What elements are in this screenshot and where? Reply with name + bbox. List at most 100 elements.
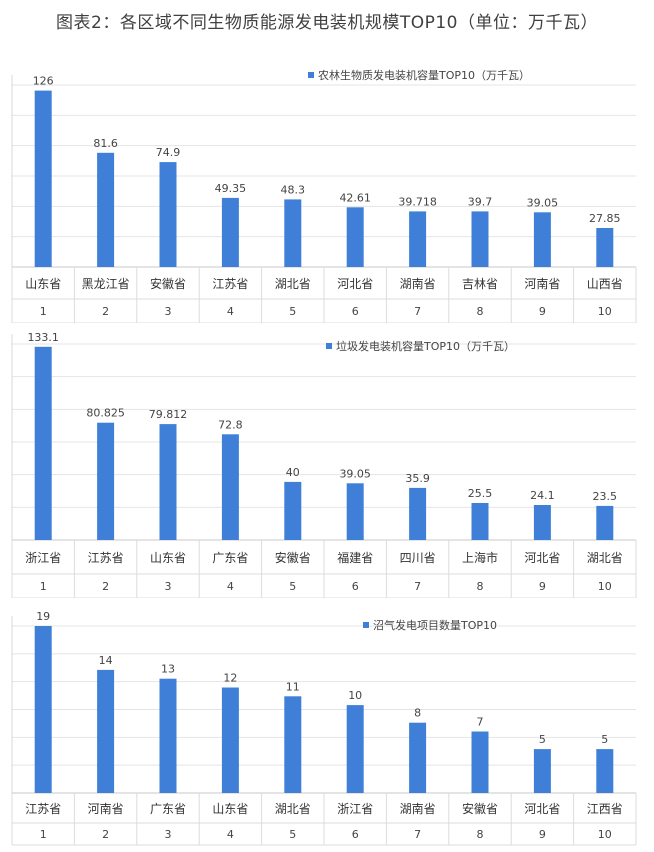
data-label: 40	[286, 466, 300, 479]
category-label: 浙江省	[25, 551, 61, 565]
legend-label: 农林生物质发电装机容量TOP10（万千瓦）	[318, 68, 530, 82]
biogas-projects-chart: 19 江苏省 1 14 河南省 2 13 广东省 3 12 山东省 4 11 湖北省 5 10 浙江省 6 8 湖南省…	[11, 610, 637, 846]
rank-label: 9	[539, 305, 546, 318]
category-label: 广东省	[212, 551, 248, 565]
category-label: 湖北省	[275, 801, 311, 816]
bar	[409, 487, 427, 540]
category-label: 广东省	[150, 802, 186, 816]
category-table	[11, 266, 637, 323]
bar	[284, 696, 302, 793]
category-label: 安徽省	[150, 276, 186, 291]
bar	[596, 228, 614, 267]
bar	[471, 211, 489, 267]
waste-power-chart: 133.1 浙江省 1 80.825 江苏省 2 79.812 山东省 3 72.8 广东省 4 40 安…	[11, 331, 637, 598]
bar	[97, 669, 115, 793]
rank-label: 2	[102, 828, 109, 841]
chart-panel-waste: 133.1 浙江省 1 80.825 江苏省 2 79.812 山东省 3 72.8 广东省 4 40 安…	[8, 330, 640, 598]
data-label: 27.85	[589, 212, 621, 225]
bar	[533, 212, 551, 267]
category-label: 河北省	[524, 551, 560, 565]
data-label: 72.8	[218, 418, 243, 431]
rank-label: 2	[102, 305, 109, 318]
data-label: 74.9	[156, 146, 181, 159]
data-label: 5	[539, 733, 546, 746]
rank-label: 1	[40, 580, 47, 593]
category-label: 湖南省	[400, 801, 436, 816]
category-label: 山西省	[587, 277, 623, 291]
bar	[346, 207, 364, 267]
rank-label: 5	[289, 828, 296, 841]
rank-label: 8	[477, 580, 484, 593]
bar	[471, 503, 489, 540]
category-label: 黑龙江省	[82, 277, 130, 291]
agricultural-biomass-chart: 126 山东省 1 81.6 黑龙江省 2 74.9 安徽省 3 49.35 江苏省 4 48.3 湖北省…	[11, 68, 637, 323]
data-label: 19	[36, 610, 50, 623]
bar	[221, 197, 239, 267]
category-label: 河南省	[524, 276, 560, 291]
data-label: 133.1	[27, 331, 59, 344]
data-label: 39.718	[398, 195, 437, 208]
data-label: 48.3	[281, 183, 306, 196]
bar	[159, 678, 177, 793]
bar	[284, 481, 302, 540]
category-label: 安徽省	[462, 801, 498, 816]
rank-label: 10	[598, 828, 612, 841]
category-label: 山东省	[25, 277, 61, 291]
data-label: 5	[601, 733, 608, 746]
bar	[159, 424, 177, 540]
legend-label: 垃圾发电装机容量TOP10（万千瓦）	[336, 339, 515, 353]
bar	[533, 749, 551, 793]
category-label: 山东省	[212, 802, 248, 816]
grid-lines	[12, 84, 636, 268]
bar	[221, 687, 239, 793]
page-title: 图表2：各区域不同生物质能源发电装机规模TOP10（单位：万千瓦）	[56, 13, 598, 33]
rank-label: 7	[414, 828, 421, 841]
rank-label: 1	[40, 305, 47, 318]
category-label: 安徽省	[275, 550, 311, 565]
data-label: 8	[414, 707, 421, 720]
rank-label: 4	[227, 828, 234, 841]
bar	[97, 422, 115, 540]
rank-label: 3	[165, 305, 172, 318]
data-label: 14	[99, 654, 113, 667]
rank-label: 10	[598, 305, 612, 318]
category-label: 河北省	[524, 802, 560, 816]
category-table	[11, 792, 637, 846]
bar	[221, 434, 239, 540]
rank-label: 6	[352, 305, 359, 318]
rank-label: 1	[40, 828, 47, 841]
bar	[346, 705, 364, 793]
data-label: 39.7	[468, 195, 493, 208]
data-label: 126	[33, 75, 54, 88]
legend: 垃圾发电装机容量TOP10（万千瓦）	[326, 339, 515, 353]
rank-label: 5	[289, 305, 296, 318]
data-label: 80.825	[86, 407, 125, 420]
category-table	[11, 539, 637, 598]
data-label: 81.6	[93, 137, 118, 150]
category-label: 湖北省	[275, 276, 311, 291]
legend-label: 沼气发电项目数量TOP10	[373, 618, 497, 632]
rank-label: 8	[477, 305, 484, 318]
bar	[409, 211, 427, 267]
category-label: 江苏省	[25, 802, 61, 816]
rank-label: 4	[227, 580, 234, 593]
bar	[409, 722, 427, 793]
bar	[34, 346, 52, 540]
category-label: 浙江省	[337, 802, 373, 816]
bar	[34, 626, 52, 793]
chart-panel-agricultural: 126 山东省 1 81.6 黑龙江省 2 74.9 安徽省 3 49.35 江苏省 4 48.3 湖北省…	[8, 55, 640, 323]
bar	[346, 483, 364, 540]
data-label: 49.35	[215, 182, 247, 195]
legend-swatch	[326, 343, 332, 349]
bar	[159, 162, 177, 267]
data-label: 24.1	[530, 489, 555, 502]
rank-label: 2	[102, 580, 109, 593]
bar	[471, 731, 489, 793]
category-label: 福建省	[337, 550, 373, 565]
legend-swatch	[308, 72, 314, 78]
data-label: 11	[286, 680, 300, 693]
data-label: 39.05	[527, 196, 559, 209]
legend: 农林生物质发电装机容量TOP10（万千瓦）	[308, 68, 530, 82]
bar	[596, 505, 614, 540]
rank-label: 9	[539, 580, 546, 593]
